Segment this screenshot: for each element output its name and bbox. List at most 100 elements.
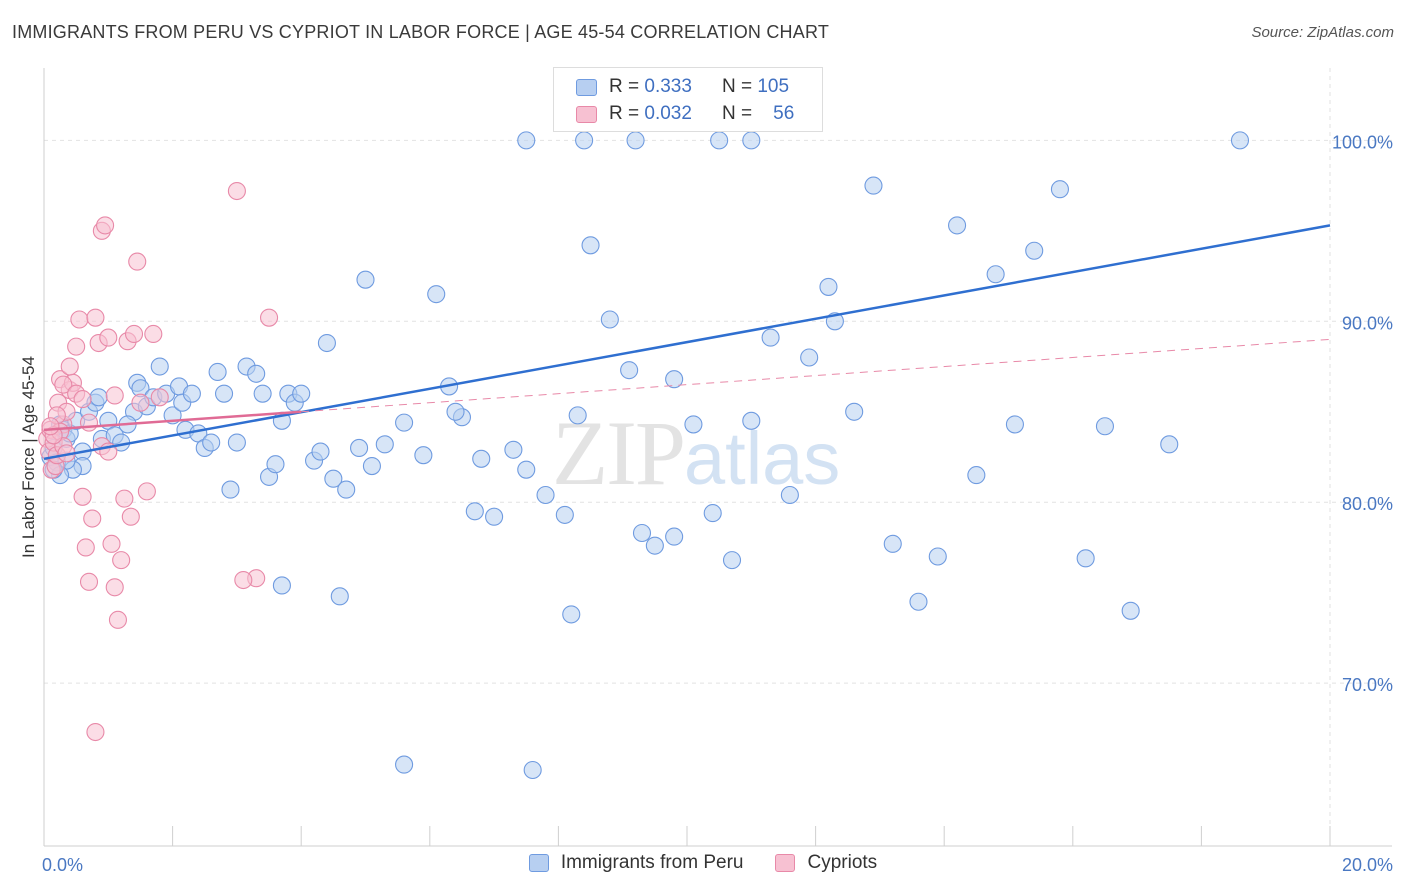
point-cypriots: [105, 578, 124, 597]
bottom-legend: Immigrants from Peru Cypriots: [0, 852, 1406, 874]
point-cypriots: [150, 388, 169, 407]
point-peru: [620, 361, 639, 380]
point-cypriots: [227, 181, 246, 201]
legend-n-label: N =: [721, 103, 753, 124]
point-peru: [845, 402, 864, 421]
point-peru: [227, 433, 246, 452]
y-axis-label: In Labor Force | Age 45-54: [19, 356, 38, 558]
point-peru: [742, 131, 761, 150]
legend-swatch-peru: [576, 78, 597, 96]
point-peru: [362, 456, 381, 476]
point-peru: [517, 131, 536, 150]
chart-title: IMMIGRANTS FROM PERU VS CYPRIOT IN LABOR…: [12, 22, 830, 42]
point-cypriots: [86, 722, 105, 742]
point-peru: [948, 216, 967, 235]
point-peru: [665, 527, 684, 546]
legend: R = 0.333 N = 105 R = 0.032 N = 56: [553, 67, 823, 132]
point-cypriots: [131, 393, 150, 412]
point-peru: [472, 449, 491, 468]
legend-row-cypriots: R = 0.032 N = 56: [576, 102, 794, 126]
point-peru: [626, 131, 645, 150]
bottom-legend-label-cypriots: Cypriots: [807, 852, 878, 873]
x-tick-label-max: 20.0%: [1342, 855, 1393, 875]
legend-n-label: N =: [721, 76, 753, 97]
legend-r-value-cypriots: 0.032: [644, 103, 692, 124]
point-peru: [330, 587, 349, 606]
point-peru: [819, 277, 838, 296]
y-tick-label: 70.0%: [1342, 675, 1393, 695]
point-peru: [202, 433, 221, 452]
point-peru: [742, 411, 761, 430]
point-peru: [350, 438, 369, 458]
point-cypriots: [96, 216, 115, 235]
point-peru: [208, 362, 227, 382]
point-cypriots: [108, 610, 127, 629]
bottom-legend-item-peru: Immigrants from Peru: [528, 852, 743, 874]
y-tick-labels: 100.0% 90.0% 80.0% 70.0%: [1332, 132, 1393, 695]
gridlines: [44, 68, 1392, 846]
y-tick-label: 80.0%: [1342, 494, 1393, 514]
bottom-legend-swatch-peru: [528, 854, 549, 872]
point-cypriots: [105, 386, 124, 405]
point-peru: [600, 310, 619, 329]
legend-r-value-peru: 0.333: [644, 76, 692, 97]
point-cypriots: [76, 538, 95, 557]
point-cypriots: [124, 324, 144, 344]
point-peru: [1005, 415, 1024, 434]
x-tick-marks: [43, 826, 1331, 846]
point-peru: [465, 502, 484, 521]
point-cypriots: [54, 375, 73, 394]
point-peru: [272, 576, 291, 595]
point-peru: [182, 384, 201, 403]
point-peru: [89, 388, 108, 407]
y-tick-label: 100.0%: [1332, 132, 1393, 152]
point-peru: [710, 131, 729, 150]
point-peru: [909, 592, 928, 611]
legend-row-peru: R = 0.333 N = 105: [576, 75, 789, 99]
point-peru: [311, 442, 330, 461]
point-peru: [645, 536, 664, 555]
point-peru: [150, 357, 169, 376]
point-peru: [722, 551, 742, 570]
point-peru: [665, 370, 684, 389]
point-peru: [324, 469, 343, 488]
legend-n-value-peru: 105: [757, 76, 790, 97]
point-cypriots: [112, 551, 131, 570]
point-peru: [427, 285, 446, 304]
source-label: Source: ZipAtlas.com: [1251, 24, 1394, 41]
point-peru: [1076, 549, 1095, 568]
point-cypriots: [60, 357, 79, 376]
point-peru: [800, 348, 819, 367]
trend-line-cypriots: [43, 410, 302, 432]
point-peru: [1160, 435, 1179, 454]
point-cypriots: [83, 509, 102, 528]
point-peru: [568, 406, 587, 425]
point-peru: [575, 131, 594, 150]
point-cypriots: [144, 324, 163, 344]
point-cypriots: [137, 482, 156, 501]
point-peru: [883, 534, 902, 553]
data-points: [38, 131, 1250, 780]
point-peru: [446, 402, 465, 421]
point-peru: [562, 605, 581, 624]
point-cypriots: [67, 337, 86, 356]
point-peru: [780, 485, 799, 505]
point-cypriots: [115, 489, 134, 508]
trend-line-peru: [43, 224, 1331, 461]
point-peru: [523, 760, 542, 780]
point-peru: [337, 480, 356, 499]
point-peru: [414, 446, 433, 465]
point-peru: [1025, 241, 1044, 260]
point-peru: [517, 460, 536, 479]
point-cypriots: [259, 308, 279, 327]
watermark: ZIPatlas: [552, 400, 840, 506]
bottom-legend-swatch-cypriots: [775, 854, 796, 872]
point-peru: [247, 364, 266, 383]
trend-lines: [43, 224, 1331, 461]
point-peru: [375, 435, 394, 454]
point-peru: [356, 270, 375, 289]
point-cypriots: [128, 252, 147, 271]
point-cypriots: [99, 328, 118, 347]
point-peru: [504, 440, 523, 459]
